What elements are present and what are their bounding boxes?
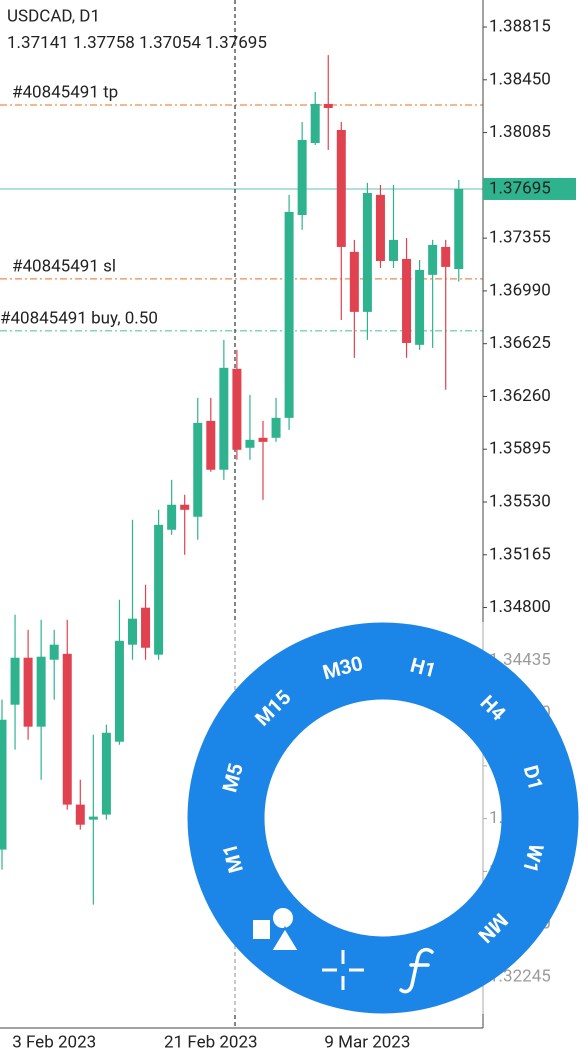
- y-tick-label: 1.36260: [489, 386, 551, 406]
- candle-body: [232, 368, 242, 450]
- y-tick-label: 1.36625: [489, 333, 551, 353]
- candle-body: [180, 504, 190, 510]
- level-label: #40845491 tp: [12, 82, 118, 102]
- icon-square: [253, 920, 270, 939]
- y-tick-label: 1.37355: [489, 228, 551, 248]
- chart-title: USDCAD, D1: [7, 6, 100, 26]
- candle-body: [271, 417, 281, 438]
- candle-body: [167, 504, 177, 530]
- candle-body: [428, 244, 438, 275]
- y-tick-label: 1.34800: [489, 597, 551, 617]
- candle-body: [245, 439, 255, 448]
- y-tick-label: 1.38815: [489, 17, 551, 37]
- candle-body: [10, 657, 20, 705]
- candle-body: [219, 367, 229, 470]
- icon-triangle: [269, 926, 301, 952]
- candle-body: [362, 193, 372, 312]
- x-tick-label: 3 Feb 2023: [12, 1032, 96, 1052]
- price-label: 1.37695: [489, 178, 551, 198]
- ohlc-readout: 1.37141 1.37758 1.37054 1.37695: [7, 33, 267, 53]
- candle-body: [415, 269, 425, 345]
- level-label: #40845491 sl: [12, 256, 116, 276]
- candle-body: [154, 524, 164, 655]
- icon-circle: [271, 906, 295, 930]
- function-icon[interactable]: [399, 947, 434, 994]
- price-box: [483, 177, 576, 200]
- candle-body: [36, 656, 46, 727]
- candles: [0, 55, 464, 905]
- ohlc-open: 1.37141: [7, 33, 69, 53]
- candle-body: [336, 129, 346, 247]
- candle-body: [323, 103, 333, 109]
- ohlc-low: 1.37054: [139, 33, 201, 53]
- x-tick-label: 21 Feb 2023: [164, 1032, 258, 1052]
- candle-body: [441, 246, 451, 267]
- candle-body: [141, 607, 151, 648]
- candle-body: [193, 422, 203, 517]
- candle-body: [454, 188, 464, 270]
- candle-body: [310, 103, 320, 143]
- candle-body: [62, 653, 72, 805]
- candle-body: [88, 816, 98, 820]
- candle-body: [101, 732, 111, 815]
- candle-body: [49, 644, 59, 660]
- level-label: #40845491 buy, 0.50: [0, 308, 158, 328]
- ohlc-high: 1.37758: [73, 33, 135, 53]
- candle-body: [114, 640, 124, 742]
- candle-body: [349, 251, 359, 312]
- y-tick-label: 1.36990: [489, 280, 551, 300]
- candle-body: [375, 194, 385, 261]
- candle-body: [75, 804, 85, 825]
- candle-body: [0, 719, 7, 850]
- ohlc-close: 1.37695: [205, 33, 267, 53]
- candle-body: [389, 239, 398, 261]
- shapes-icon[interactable]: [253, 906, 301, 952]
- y-tick-label: 1.35165: [489, 544, 551, 564]
- candle-body: [402, 258, 412, 343]
- candle-body: [206, 420, 216, 470]
- candle-body: [258, 437, 268, 442]
- y-tick-label: 1.35530: [489, 491, 551, 511]
- ring: [187, 622, 579, 1014]
- candle-body: [297, 139, 307, 215]
- y-tick-label: 1.35895: [489, 439, 551, 459]
- levels: #40845491 tp #40845491 sl #40845491 buy, 0…: [0, 82, 483, 332]
- candle-body: [284, 211, 294, 418]
- candle-body: [128, 618, 137, 645]
- x-tick-label: 9 Mar 2023: [324, 1032, 410, 1052]
- candle-body: [23, 657, 33, 727]
- y-tick-label: 1.38085: [489, 122, 551, 142]
- y-tick-label: 1.38450: [489, 69, 551, 89]
- crosshair-icon[interactable]: [322, 950, 364, 990]
